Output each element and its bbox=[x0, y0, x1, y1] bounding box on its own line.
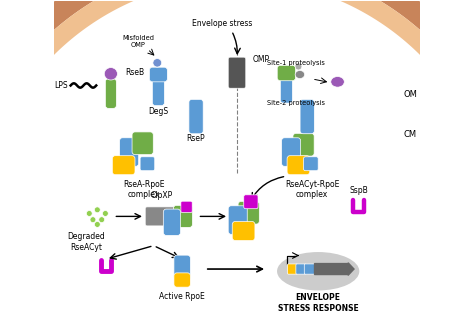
Text: Misfolded
OMP: Misfolded OMP bbox=[122, 35, 154, 48]
Text: LPS: LPS bbox=[55, 81, 68, 90]
Text: RseA-RpoE
complex: RseA-RpoE complex bbox=[123, 180, 164, 199]
Ellipse shape bbox=[331, 77, 344, 87]
FancyBboxPatch shape bbox=[149, 67, 167, 82]
Ellipse shape bbox=[90, 217, 96, 223]
FancyBboxPatch shape bbox=[287, 156, 310, 175]
FancyBboxPatch shape bbox=[304, 264, 315, 274]
Text: Site-1 proteolysis: Site-1 proteolysis bbox=[266, 60, 324, 66]
Polygon shape bbox=[0, 0, 474, 215]
FancyBboxPatch shape bbox=[303, 157, 318, 171]
FancyBboxPatch shape bbox=[140, 157, 155, 171]
Text: RseP: RseP bbox=[187, 134, 205, 143]
FancyBboxPatch shape bbox=[145, 207, 179, 226]
Ellipse shape bbox=[94, 222, 100, 227]
Text: DegS: DegS bbox=[148, 107, 168, 116]
Ellipse shape bbox=[104, 67, 118, 80]
FancyBboxPatch shape bbox=[174, 255, 191, 280]
Text: RseACyt-RpoE
complex: RseACyt-RpoE complex bbox=[285, 180, 339, 199]
FancyBboxPatch shape bbox=[238, 201, 259, 224]
Polygon shape bbox=[0, 0, 474, 213]
Text: ENVELOPE
STRESS RESPONSE: ENVELOPE STRESS RESPONSE bbox=[278, 293, 358, 313]
FancyBboxPatch shape bbox=[181, 201, 192, 212]
FancyBboxPatch shape bbox=[287, 264, 298, 274]
FancyArrow shape bbox=[315, 263, 354, 275]
Ellipse shape bbox=[295, 63, 302, 70]
FancyBboxPatch shape bbox=[296, 264, 306, 274]
FancyBboxPatch shape bbox=[132, 132, 153, 155]
Polygon shape bbox=[0, 0, 474, 209]
FancyBboxPatch shape bbox=[189, 100, 203, 134]
FancyBboxPatch shape bbox=[174, 273, 191, 287]
Polygon shape bbox=[0, 0, 474, 207]
FancyBboxPatch shape bbox=[228, 206, 247, 234]
Text: Active RpoE: Active RpoE bbox=[159, 292, 205, 301]
Text: Envelope stress: Envelope stress bbox=[192, 19, 253, 28]
FancyBboxPatch shape bbox=[232, 222, 255, 240]
FancyBboxPatch shape bbox=[173, 205, 192, 227]
Text: OMP: OMP bbox=[252, 55, 270, 64]
FancyBboxPatch shape bbox=[244, 195, 258, 209]
Ellipse shape bbox=[99, 217, 105, 223]
Ellipse shape bbox=[153, 59, 162, 67]
FancyBboxPatch shape bbox=[112, 156, 135, 175]
FancyBboxPatch shape bbox=[293, 133, 314, 156]
Text: SspB: SspB bbox=[349, 186, 368, 195]
Text: ClpXP: ClpXP bbox=[151, 191, 173, 200]
Text: Degraded
RseACyt: Degraded RseACyt bbox=[67, 232, 105, 252]
FancyBboxPatch shape bbox=[119, 138, 138, 166]
FancyBboxPatch shape bbox=[228, 57, 246, 88]
FancyBboxPatch shape bbox=[282, 138, 301, 166]
Text: Site-2 proteolysis: Site-2 proteolysis bbox=[266, 100, 325, 106]
Text: CM: CM bbox=[403, 130, 417, 139]
FancyBboxPatch shape bbox=[152, 79, 164, 106]
Text: RseB: RseB bbox=[126, 68, 145, 77]
FancyBboxPatch shape bbox=[300, 100, 314, 134]
Ellipse shape bbox=[277, 252, 359, 290]
Ellipse shape bbox=[295, 71, 305, 79]
Text: OM: OM bbox=[403, 90, 417, 99]
Ellipse shape bbox=[86, 211, 92, 216]
FancyBboxPatch shape bbox=[105, 79, 116, 108]
FancyBboxPatch shape bbox=[164, 209, 181, 235]
FancyBboxPatch shape bbox=[277, 66, 295, 81]
Ellipse shape bbox=[102, 211, 108, 216]
FancyBboxPatch shape bbox=[280, 77, 292, 103]
Ellipse shape bbox=[94, 207, 100, 213]
